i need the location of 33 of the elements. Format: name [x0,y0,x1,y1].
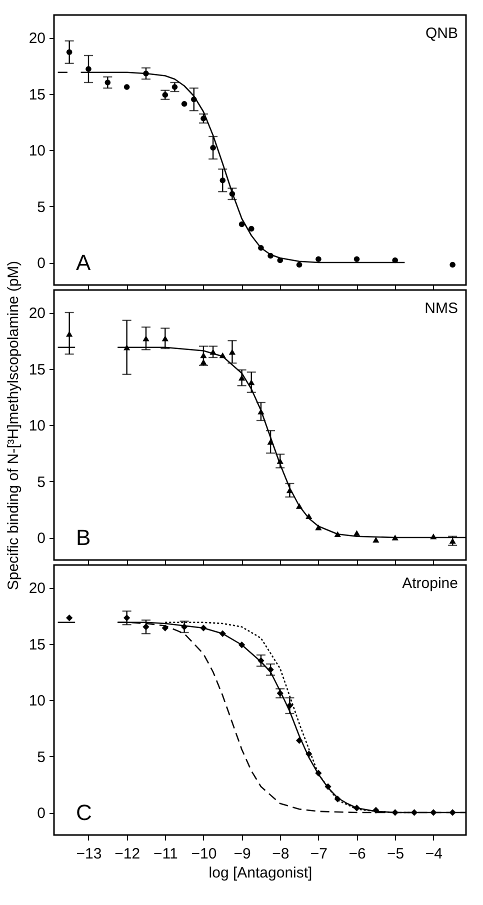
y-tick-label: 20 [28,305,46,322]
annotation: Atropine [402,575,458,592]
y-tick-label: 15 [28,86,46,104]
x-tick-label: −7 [310,846,328,862]
y-tick-label: 0 [37,805,46,822]
x-tick-label: −5 [387,846,404,862]
y-tick-label: 10 [28,418,46,434]
annotation: C [76,800,92,825]
annotation: B [76,525,91,550]
y-tick-label: 10 [28,142,46,160]
y-tick-label: 20 [28,580,46,597]
y-tick-label: 15 [28,361,46,378]
y-tick-label: 0 [37,530,46,547]
x-tick-label: −4 [425,846,442,862]
x-tick-label: −6 [348,846,366,862]
x-tick-label: −13 [76,846,102,862]
y-axis-title: Specific binding of N-[³H]methylscopolamine (pM) [4,260,22,590]
x-tick-label: −8 [272,846,290,862]
x-tick-label: −11 [153,846,178,862]
y-tick-label: 5 [37,474,46,491]
y-tick-label: 0 [37,255,46,272]
annotation: A [76,250,91,275]
annotation: NMS [424,300,458,317]
annotation: QNB [425,25,458,42]
y-tick-label: 10 [28,692,46,710]
y-tick-label: 5 [37,748,46,766]
x-tick-label: −12 [114,846,140,862]
y-tick-label: 20 [28,30,46,47]
x-tick-label: −9 [234,846,251,862]
y-tick-label: 5 [37,198,46,216]
x-axis-title: log [Antagonist] [208,864,312,882]
x-tick-label: −10 [191,846,217,862]
y-tick-label: 15 [28,636,46,654]
